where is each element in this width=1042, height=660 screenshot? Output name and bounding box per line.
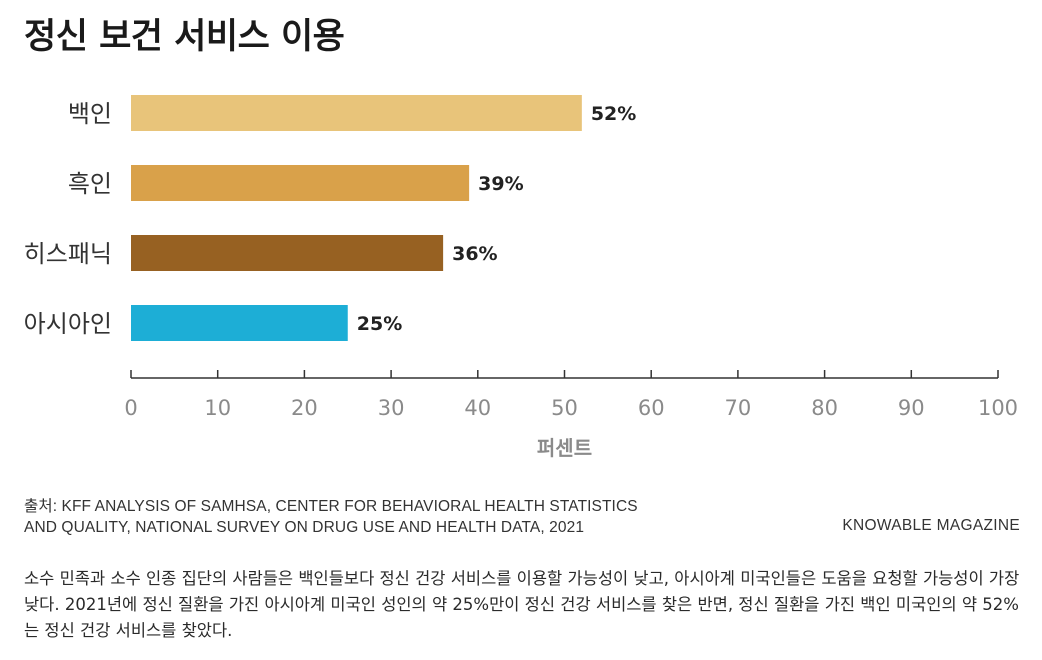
x-tick-label: 80	[811, 396, 838, 420]
x-tick-label: 100	[978, 396, 1018, 420]
x-tick-label: 30	[378, 396, 405, 420]
source-note: 출처: KFF ANALYSIS OF SAMHSA, CENTER FOR B…	[24, 496, 638, 538]
source-line-2: AND QUALITY, NATIONAL SURVEY ON DRUG USE…	[24, 519, 585, 536]
bar	[131, 305, 348, 341]
category-label: 아시아인	[24, 310, 112, 338]
x-tick-label: 70	[725, 396, 752, 420]
source-line-1: 출처: KFF ANALYSIS OF SAMHSA, CENTER FOR B…	[24, 498, 638, 515]
value-label: 39%	[478, 173, 523, 195]
value-label: 52%	[591, 103, 636, 125]
x-tick-label: 60	[638, 396, 665, 420]
category-label: 백인	[68, 100, 112, 128]
x-tick-label: 40	[464, 396, 491, 420]
bar	[131, 235, 444, 271]
x-tick-label: 20	[291, 396, 318, 420]
category-label: 흑인	[68, 170, 112, 198]
page-title: 정신 보건 서비스 이용	[24, 17, 345, 57]
bar	[131, 165, 470, 201]
value-label: 36%	[452, 243, 497, 265]
x-axis-label: 퍼센트	[537, 436, 592, 460]
value-label: 25%	[357, 313, 402, 335]
caption-text: 소수 민족과 소수 인종 집단의 사람들은 백인들보다 정신 건강 서비스를 이…	[24, 569, 1020, 640]
x-tick-label: 90	[898, 396, 925, 420]
brand-label: KNOWABLE MAGAZINE	[842, 517, 1020, 534]
bar	[131, 95, 582, 131]
x-tick-label: 10	[204, 396, 231, 420]
category-label: 히스패닉	[24, 240, 112, 268]
x-tick-label: 50	[551, 396, 578, 420]
bar-chart: 백인 52% 흑인 39% 히스패닉 36% 아시아인 25% 0 10 20 30 40 50 60 70…	[24, 95, 1018, 460]
x-tick-label: 0	[124, 396, 137, 420]
